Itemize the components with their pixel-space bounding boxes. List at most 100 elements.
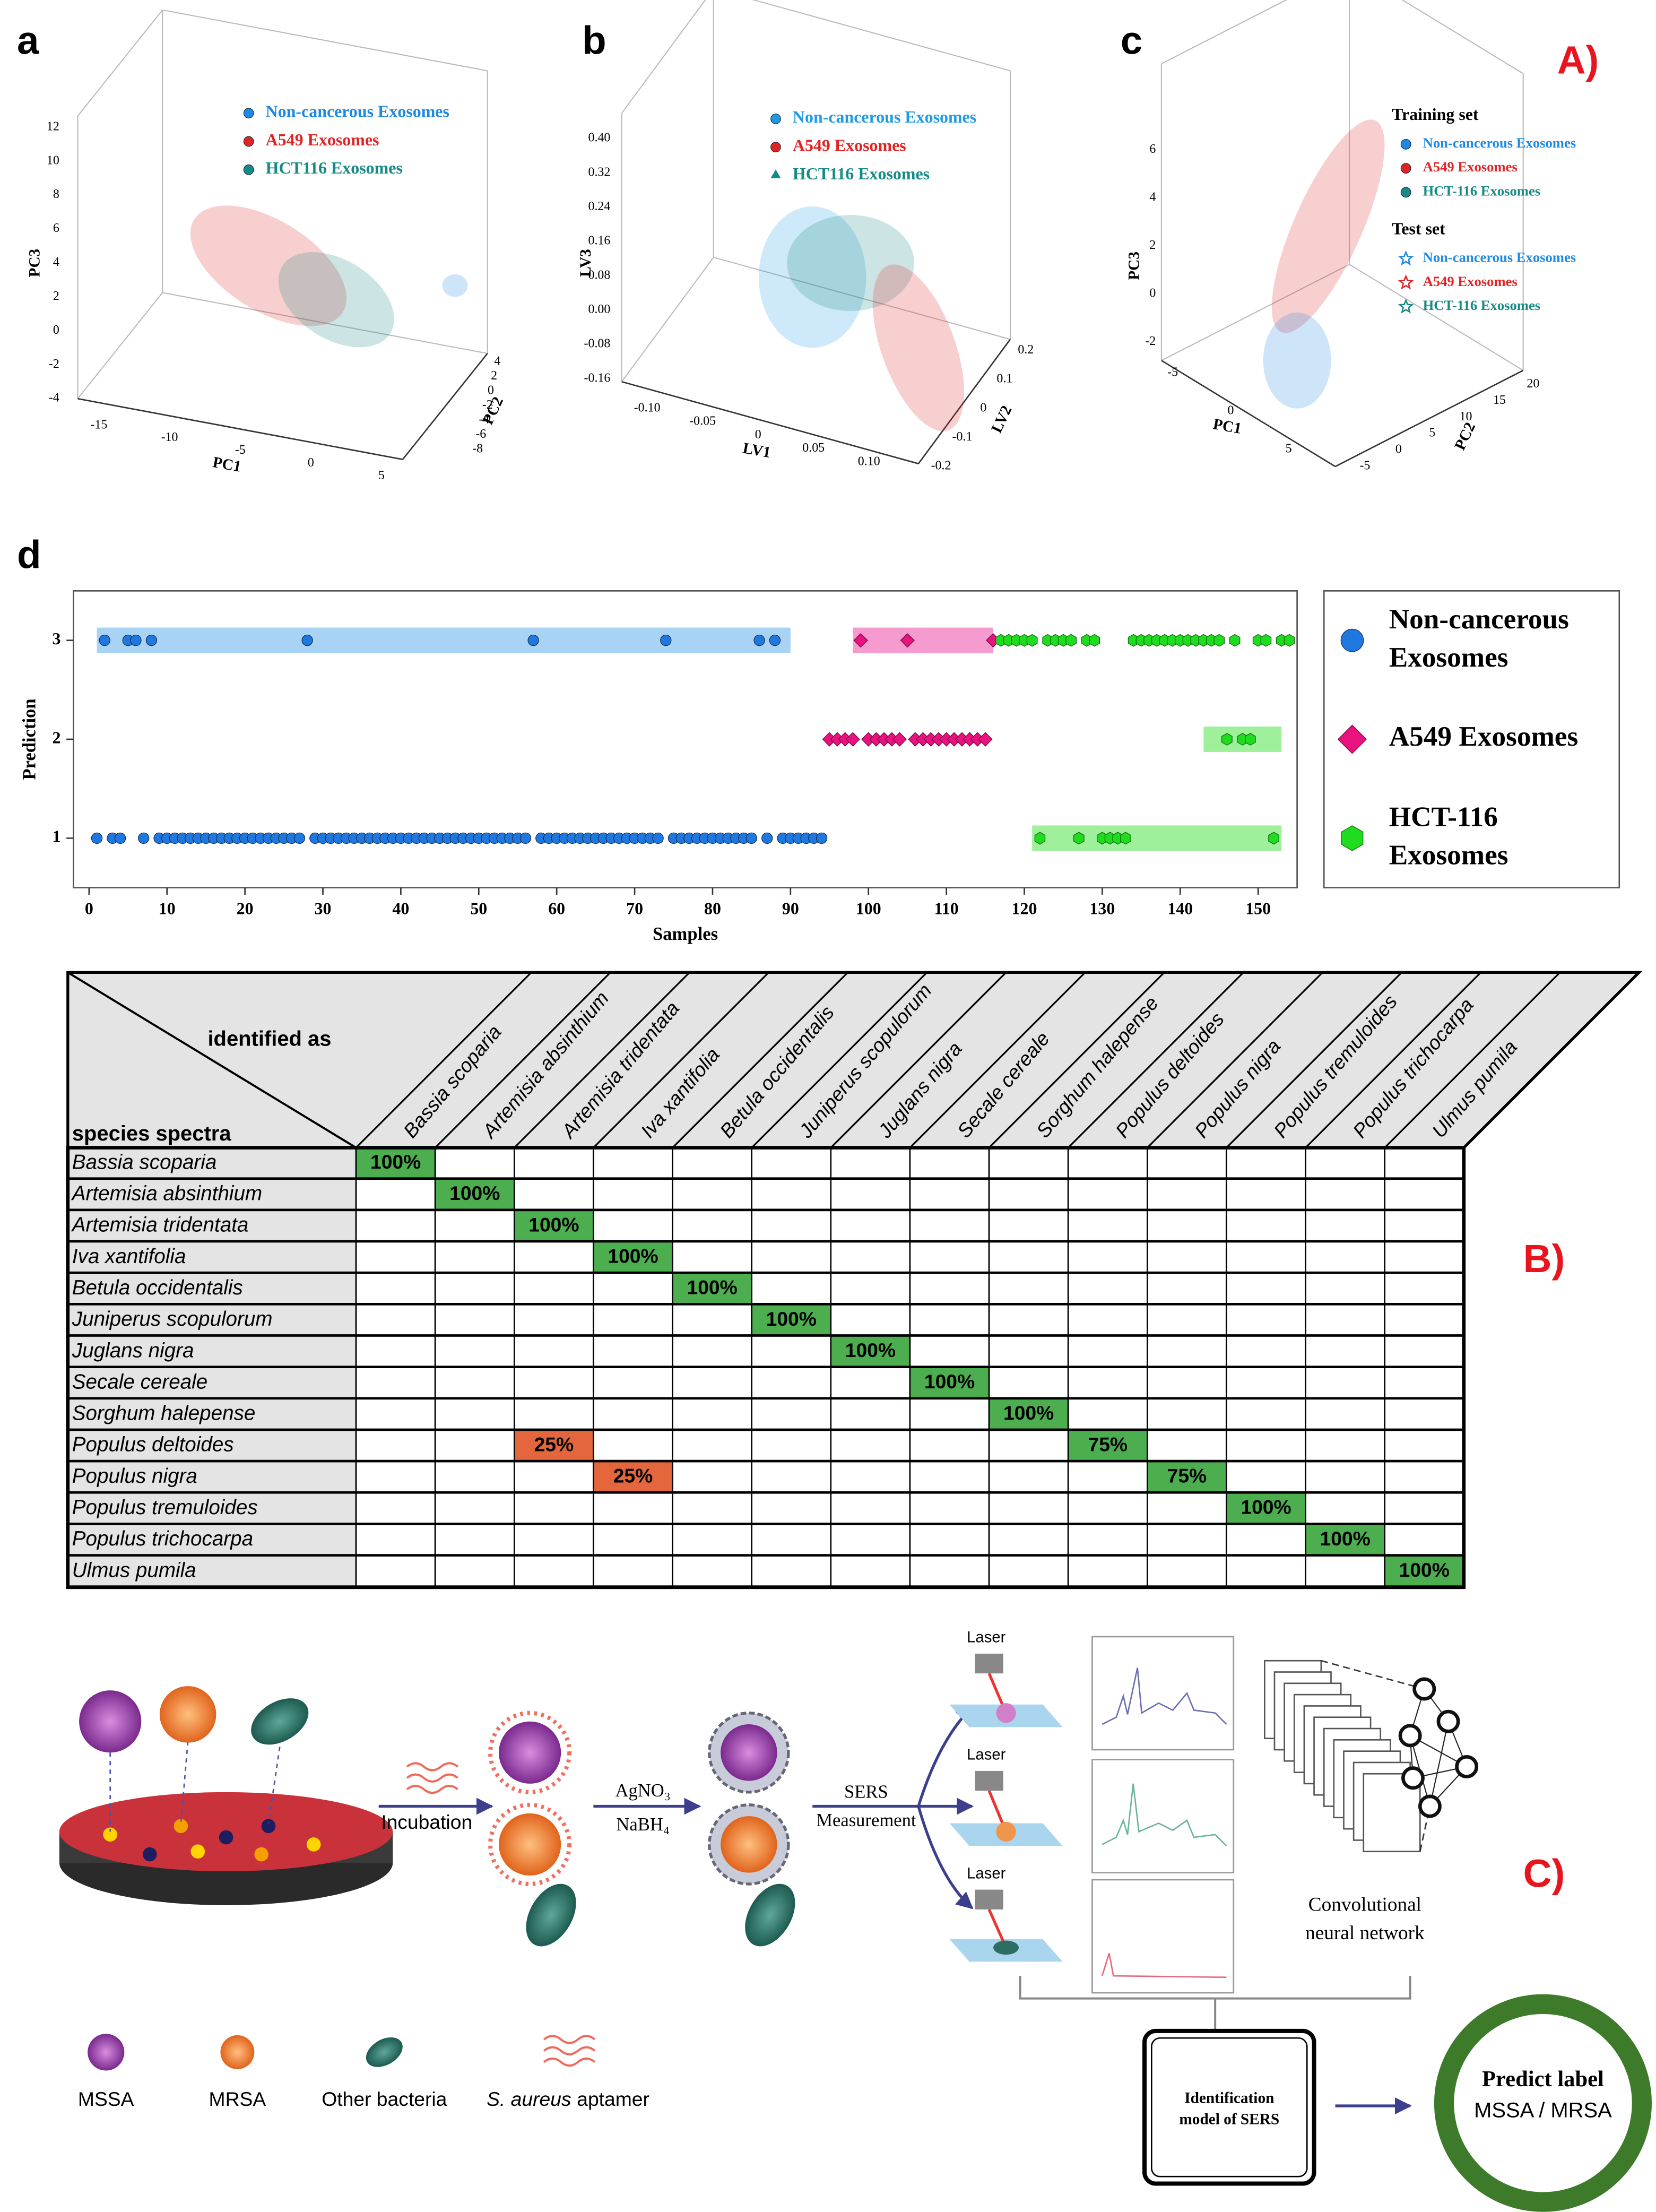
cell bbox=[1067, 1272, 1148, 1306]
cell bbox=[672, 1304, 753, 1337]
cell bbox=[434, 1461, 515, 1494]
row-header-bg bbox=[67, 1147, 357, 1180]
row-header-bg bbox=[67, 1367, 357, 1400]
cell bbox=[355, 1335, 436, 1368]
x-tick-label: 70 bbox=[626, 900, 643, 918]
cnn-label: neural network bbox=[1305, 1922, 1425, 1944]
cell bbox=[1384, 1555, 1465, 1588]
cell bbox=[830, 1241, 911, 1274]
cell bbox=[751, 1209, 832, 1243]
cell bbox=[1226, 1209, 1306, 1243]
shape bbox=[1091, 1879, 1235, 1994]
header-divider bbox=[1305, 972, 1481, 1148]
y-tick-label: 3 bbox=[53, 629, 61, 648]
corner-top: identified as bbox=[207, 1027, 331, 1051]
cluster-ellipse bbox=[1263, 312, 1331, 409]
cell bbox=[751, 1367, 832, 1400]
cell bbox=[513, 1272, 594, 1306]
cell bbox=[434, 1524, 515, 1557]
legend-box bbox=[1323, 590, 1620, 888]
x-tick-label: 130 bbox=[1089, 900, 1115, 918]
tick-label: -4 bbox=[479, 413, 490, 427]
cell bbox=[593, 1147, 673, 1180]
row-header: Betula occidentalis bbox=[72, 1276, 243, 1299]
box-edge bbox=[1401, 0, 1524, 74]
cell bbox=[672, 1492, 753, 1525]
axis-line bbox=[77, 398, 403, 461]
header-divider bbox=[593, 972, 769, 1148]
cell bbox=[751, 1524, 832, 1557]
cell-value: 75% bbox=[1088, 1433, 1128, 1455]
point bbox=[1245, 733, 1256, 746]
shape bbox=[159, 1686, 216, 1743]
cell-value: 100% bbox=[845, 1339, 896, 1361]
legend-label: HCT-116 Exosomes bbox=[1423, 297, 1541, 313]
cell bbox=[988, 1304, 1069, 1337]
header-divider bbox=[435, 972, 611, 1148]
row-header-bg bbox=[67, 1304, 357, 1337]
cell bbox=[1067, 1147, 1148, 1180]
cell bbox=[1305, 1367, 1386, 1400]
cell bbox=[909, 1429, 990, 1463]
tick-label: -0.08 bbox=[584, 337, 610, 351]
tick-label: 0.2 bbox=[1018, 343, 1034, 357]
header-divider bbox=[830, 972, 1007, 1148]
cell bbox=[1226, 1461, 1306, 1494]
x-tick-label: 20 bbox=[237, 900, 254, 918]
cell bbox=[434, 1209, 515, 1243]
legend-label: Non-cancerous Exosomes bbox=[1423, 135, 1576, 151]
tick-label: 0.05 bbox=[802, 441, 825, 455]
row-header: Populus nigra bbox=[72, 1465, 197, 1488]
row-header: Juglans nigra bbox=[72, 1339, 194, 1362]
point bbox=[908, 732, 923, 747]
cell bbox=[1146, 1524, 1227, 1557]
shape bbox=[996, 1821, 1016, 1842]
header-divider bbox=[751, 972, 928, 1148]
tick-label: -2 bbox=[482, 398, 493, 412]
y-tick-label: 2 bbox=[53, 728, 61, 747]
cell bbox=[513, 1429, 594, 1463]
cell bbox=[988, 1555, 1069, 1588]
cell bbox=[434, 1555, 515, 1588]
predict-value: MSSA / MRSA bbox=[1474, 2098, 1612, 2122]
box-edge bbox=[1161, 264, 1350, 361]
cell bbox=[751, 1241, 832, 1274]
cell bbox=[355, 1147, 436, 1180]
scatter-3d-panels: 121086420-2-4PC3-15-10-505PC1420-2-4-6-8… bbox=[27, 0, 1576, 482]
tick-label: 4 bbox=[53, 255, 59, 269]
point bbox=[745, 832, 758, 844]
x-tick-label: 60 bbox=[548, 900, 565, 918]
cell bbox=[1146, 1429, 1227, 1463]
cell bbox=[1305, 1304, 1386, 1337]
point bbox=[301, 634, 313, 646]
cell bbox=[513, 1398, 594, 1431]
tick-label: 4 bbox=[494, 354, 500, 368]
cell bbox=[1067, 1524, 1148, 1557]
cell bbox=[1384, 1461, 1465, 1494]
box-edge bbox=[162, 9, 488, 72]
legend-label-text: aptamer bbox=[577, 2088, 649, 2110]
legend-label: S. aureus aptamer bbox=[487, 2088, 649, 2110]
cell bbox=[830, 1367, 911, 1400]
row-header: Populus deltoides bbox=[72, 1433, 234, 1456]
x-tick-label: 120 bbox=[1012, 900, 1037, 918]
cell bbox=[988, 1492, 1069, 1525]
box-edge bbox=[752, 0, 1011, 72]
cell bbox=[988, 1461, 1069, 1494]
section-label: A) bbox=[1557, 38, 1599, 82]
point bbox=[114, 832, 126, 844]
header-divider bbox=[1147, 972, 1323, 1148]
cell bbox=[1226, 1272, 1306, 1306]
cell bbox=[1146, 1178, 1227, 1212]
cell bbox=[513, 1209, 594, 1243]
shape bbox=[1418, 1794, 1442, 1818]
x-tick-label: 90 bbox=[782, 900, 799, 918]
cell bbox=[1067, 1209, 1148, 1243]
cell bbox=[830, 1555, 911, 1588]
legend-marker bbox=[1340, 628, 1364, 652]
panel-label: c bbox=[1121, 18, 1142, 62]
x-tick-label: 80 bbox=[704, 900, 721, 918]
cell bbox=[513, 1304, 594, 1337]
cell bbox=[1305, 1429, 1386, 1463]
cell bbox=[1146, 1272, 1227, 1306]
